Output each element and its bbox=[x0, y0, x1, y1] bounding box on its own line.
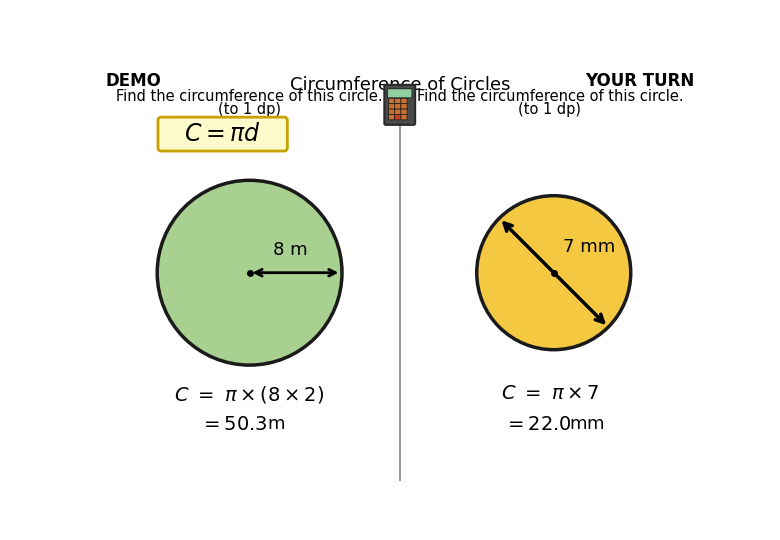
FancyBboxPatch shape bbox=[395, 109, 401, 114]
FancyBboxPatch shape bbox=[401, 109, 407, 114]
Circle shape bbox=[477, 195, 631, 350]
Circle shape bbox=[158, 180, 342, 365]
Text: 8 m: 8 m bbox=[273, 241, 307, 259]
Text: $C = \pi d$: $C = \pi d$ bbox=[184, 122, 261, 146]
Text: $= 50.3$: $= 50.3$ bbox=[200, 415, 268, 434]
FancyBboxPatch shape bbox=[388, 104, 395, 109]
Text: $C\ =\ \pi \times (8 \times 2)$: $C\ =\ \pi \times (8 \times 2)$ bbox=[175, 384, 324, 406]
Text: YOUR TURN: YOUR TURN bbox=[585, 72, 694, 91]
FancyBboxPatch shape bbox=[395, 104, 401, 109]
FancyBboxPatch shape bbox=[401, 104, 407, 109]
FancyBboxPatch shape bbox=[401, 114, 407, 120]
FancyBboxPatch shape bbox=[158, 117, 287, 151]
Text: (to 1 dp): (to 1 dp) bbox=[218, 102, 281, 117]
FancyBboxPatch shape bbox=[388, 98, 395, 104]
FancyBboxPatch shape bbox=[388, 114, 395, 120]
FancyBboxPatch shape bbox=[401, 98, 407, 104]
FancyBboxPatch shape bbox=[385, 85, 415, 125]
Text: Find the circumference of this circle.: Find the circumference of this circle. bbox=[116, 90, 383, 104]
FancyBboxPatch shape bbox=[388, 89, 412, 98]
Text: 7 mm: 7 mm bbox=[563, 238, 615, 256]
Text: $= 22.0$: $= 22.0$ bbox=[504, 415, 572, 434]
FancyBboxPatch shape bbox=[395, 98, 401, 104]
FancyBboxPatch shape bbox=[388, 109, 395, 114]
Text: DEMO: DEMO bbox=[105, 72, 161, 91]
Text: (to 1 dp): (to 1 dp) bbox=[519, 102, 581, 117]
Text: Circumference of Circles: Circumference of Circles bbox=[289, 76, 510, 94]
Text: Find the circumference of this circle.: Find the circumference of this circle. bbox=[417, 90, 683, 104]
Text: $\mathrm{m}$: $\mathrm{m}$ bbox=[268, 415, 285, 433]
Text: $C\ =\ \pi \times 7$: $C\ =\ \pi \times 7$ bbox=[501, 384, 599, 403]
Text: $\mathrm{mm}$: $\mathrm{mm}$ bbox=[569, 415, 604, 433]
FancyBboxPatch shape bbox=[395, 114, 401, 120]
